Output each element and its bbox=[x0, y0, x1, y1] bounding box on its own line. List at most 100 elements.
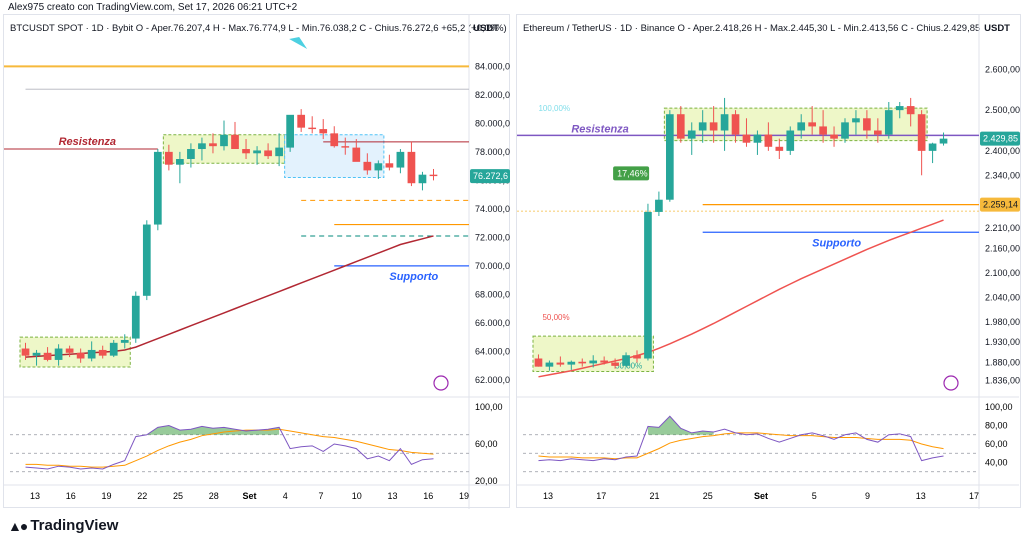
btc-candle-body bbox=[54, 348, 63, 360]
eth-resistance-label: Resistenza bbox=[571, 123, 628, 135]
eth-price-tick: 1.930,00 bbox=[985, 337, 1020, 347]
eth-chart-svg[interactable]: 2.600,00 2.500,00 2.400,00 2.340,00 2.210,00… bbox=[517, 15, 1022, 509]
btc-support-label: Supporto bbox=[389, 271, 438, 283]
chart-credit: Alex975 creato con TradingView.com, Set … bbox=[8, 2, 298, 13]
eth-price-tick: 2.040,00 bbox=[985, 292, 1020, 302]
btc-price-tick: 64.000,0 bbox=[475, 346, 510, 356]
eth-chart-panel[interactable]: Ethereum / TetherUS · 1D · Binance O - A… bbox=[516, 14, 1022, 509]
eth-unit-label: USDT bbox=[984, 23, 1010, 34]
eth-fib-mid-label: 50,00% bbox=[542, 313, 569, 322]
btc-candle-body bbox=[142, 224, 151, 296]
eth-candle-body bbox=[534, 358, 543, 367]
btc-candle-body bbox=[396, 151, 405, 168]
btc-candle-body bbox=[418, 174, 427, 184]
tradingview-logo-icon: ▲● bbox=[8, 517, 28, 534]
eth-candle-body bbox=[578, 361, 587, 364]
btc-candle-body bbox=[286, 114, 295, 148]
btc-time-tick: 16 bbox=[423, 491, 433, 501]
btc-candle-body bbox=[363, 161, 372, 171]
eth-candle-body bbox=[644, 211, 652, 359]
btc-price-tick: 62.000,0 bbox=[475, 375, 510, 385]
btc-price-tick: 70.000,0 bbox=[475, 261, 510, 271]
btc-candle-body bbox=[253, 150, 261, 154]
eth-candle-body bbox=[764, 134, 773, 147]
eth-candle-body bbox=[808, 122, 816, 127]
eth-candle-body bbox=[567, 361, 576, 365]
btc-time-tick: Set bbox=[242, 491, 256, 501]
eth-price-tick: 2.100,00 bbox=[985, 268, 1020, 278]
btc-candle-body bbox=[264, 150, 272, 157]
eth-time-tick: Set bbox=[754, 491, 768, 501]
btc-alert-icon bbox=[433, 375, 449, 391]
eth-level-price-label: 2.259,14 bbox=[983, 200, 1018, 210]
eth-candle-body bbox=[819, 126, 827, 135]
btc-candle-body bbox=[429, 174, 438, 177]
btc-price-tick: 72.000,0 bbox=[475, 232, 510, 242]
eth-level-badge bbox=[980, 197, 1020, 212]
tradingview-logo: ▲● TradingView bbox=[8, 517, 118, 534]
eth-price-tick: 2.500,00 bbox=[985, 105, 1020, 115]
eth-time-tick: 25 bbox=[703, 491, 713, 501]
eth-time-tick: 21 bbox=[649, 491, 659, 501]
eth-alert-icon bbox=[943, 375, 959, 391]
btc-time-tick: 16 bbox=[66, 491, 76, 501]
eth-candle-body bbox=[698, 122, 707, 131]
eth-candle-body bbox=[589, 360, 598, 364]
btc-candle-body bbox=[43, 352, 52, 360]
btc-candle-body bbox=[176, 159, 184, 165]
eth-candle-body bbox=[928, 143, 937, 151]
btc-rsi-tick: 60,00 bbox=[475, 439, 498, 449]
btc-price-tick: 82.000,0 bbox=[475, 90, 510, 100]
btc-price-tick: 74.000,0 bbox=[475, 204, 510, 214]
btc-candle-body bbox=[374, 163, 383, 171]
eth-candle-body bbox=[797, 122, 806, 131]
eth-candle-body bbox=[852, 118, 860, 123]
btc-chart-panel[interactable]: BTCUSDT SPOT · 1D · Bybit O - Aper.76.20… bbox=[3, 14, 511, 509]
eth-candle-body bbox=[666, 114, 674, 200]
btc-candle-body bbox=[21, 348, 30, 356]
eth-candle-body bbox=[775, 146, 784, 151]
eth-rsi-ma-line bbox=[538, 432, 944, 460]
eth-candle-body bbox=[895, 106, 904, 111]
eth-candle-body bbox=[709, 122, 718, 131]
eth-candle-body bbox=[731, 114, 740, 135]
btc-rsi-tick: 20,00 bbox=[475, 476, 498, 486]
btc-time-tick: 13 bbox=[387, 491, 397, 501]
eth-candle-body bbox=[786, 130, 795, 151]
btc-chart-svg[interactable]: 84.000,082.000,080.000,078.000,076.000,0… bbox=[4, 15, 511, 509]
eth-price-tick: 2.160,00 bbox=[985, 244, 1020, 254]
eth-candle-body bbox=[633, 355, 641, 359]
eth-candle-body bbox=[830, 134, 838, 139]
btc-candle-body bbox=[220, 134, 228, 147]
btc-candle-body bbox=[297, 114, 306, 128]
eth-candle-body bbox=[720, 114, 729, 131]
eth-price-tick: 1.980,00 bbox=[985, 317, 1020, 327]
btc-candle-body bbox=[275, 147, 283, 157]
btc-candle-body bbox=[231, 134, 239, 150]
btc-time-tick: 13 bbox=[30, 491, 40, 501]
eth-time-tick: 9 bbox=[865, 491, 870, 501]
eth-sma-line bbox=[538, 219, 944, 378]
eth-rsi-line bbox=[538, 415, 944, 462]
eth-time-tick: 13 bbox=[916, 491, 926, 501]
eth-candle-body bbox=[863, 118, 871, 131]
btc-last-price-label: 76.272,6 bbox=[473, 171, 508, 181]
btc-candle-body bbox=[164, 151, 173, 165]
btc-candle-body bbox=[242, 149, 250, 154]
btc-candle-body bbox=[330, 133, 339, 147]
eth-candle-body bbox=[874, 130, 882, 135]
btc-candle-body bbox=[198, 143, 206, 150]
btc-time-tick: 19 bbox=[459, 491, 469, 501]
btc-price-tick: 84.000,0 bbox=[475, 61, 510, 71]
btc-time-tick: 10 bbox=[352, 491, 362, 501]
eth-support-label: Supporto bbox=[812, 237, 861, 249]
btc-candle-body bbox=[131, 295, 140, 339]
btc-symbol-header: BTCUSDT SPOT · 1D · Bybit O - Aper.76.20… bbox=[10, 23, 507, 34]
btc-rsi-ma-line bbox=[25, 428, 434, 468]
eth-fib-top-label: 100,00% bbox=[538, 104, 570, 113]
eth-rsi-tick: 100,00 bbox=[985, 402, 1013, 412]
btc-time-tick: 7 bbox=[318, 491, 323, 501]
eth-pct-badge bbox=[613, 166, 650, 181]
eth-rsi-tick: 60,00 bbox=[985, 439, 1008, 449]
eth-pct-label: 17,46% bbox=[617, 168, 648, 178]
